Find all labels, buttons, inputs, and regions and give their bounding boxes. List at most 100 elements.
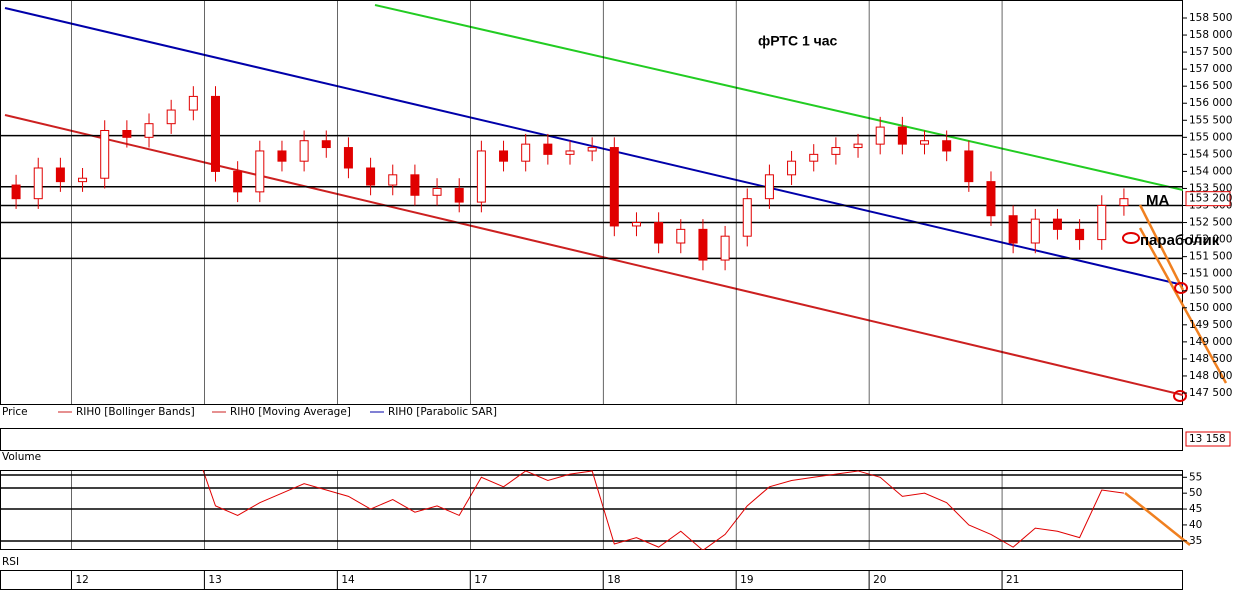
candle-body xyxy=(454,187,464,203)
marker-circle xyxy=(1122,232,1140,244)
y-tick-label: 149 000 xyxy=(1189,336,1232,348)
trend-line xyxy=(4,114,1183,396)
y-tick-label: 148 500 xyxy=(1189,353,1232,365)
y-tick-label: 35 xyxy=(1189,535,1202,547)
candle-body xyxy=(499,150,509,162)
y-tick-label: 151 000 xyxy=(1189,268,1232,280)
forecast-line xyxy=(1138,204,1185,291)
y-tick-label: 156 500 xyxy=(1189,80,1232,92)
candle-body xyxy=(33,167,43,200)
candle-body xyxy=(720,235,730,261)
y-tick-label: 147 500 xyxy=(1189,387,1232,399)
candle-body xyxy=(210,95,220,172)
candle-body xyxy=(55,167,65,183)
candle-body xyxy=(1075,228,1085,241)
candle-body xyxy=(942,140,952,152)
candle-body xyxy=(122,130,132,138)
candle-body xyxy=(654,222,664,244)
pane-label: RSI xyxy=(2,556,19,568)
candle-body xyxy=(831,147,841,155)
y-tick-label: 45 xyxy=(1189,503,1202,515)
candle-body xyxy=(1030,218,1040,244)
y-tick-label: 157 500 xyxy=(1189,46,1232,58)
y-tick-label: 156 000 xyxy=(1189,97,1232,109)
pane-label: Volume xyxy=(2,451,41,463)
y-tick-label: 151 500 xyxy=(1189,251,1232,263)
price-badge xyxy=(1185,191,1231,207)
x-tick-label: 17 xyxy=(474,574,487,586)
y-tick-label: 152 000 xyxy=(1189,234,1232,246)
candle-body xyxy=(255,150,265,193)
volume-badge xyxy=(1185,431,1231,447)
candle-body xyxy=(166,109,176,125)
marker-circle xyxy=(1174,282,1188,294)
legend-item: RIH0 [Bollinger Bands] xyxy=(76,406,195,418)
rsi-line xyxy=(202,470,1124,550)
trend-line xyxy=(4,7,1183,286)
rsi-plot xyxy=(0,470,1183,550)
candle-body xyxy=(698,228,708,261)
candle-body xyxy=(565,150,575,155)
rsi-pane xyxy=(0,470,1183,550)
candle-body xyxy=(986,181,996,217)
y-tick-label: 150 500 xyxy=(1189,285,1232,297)
candle-body xyxy=(875,126,885,145)
y-tick-label: 152 500 xyxy=(1189,217,1232,229)
y-tick-label: 150 000 xyxy=(1189,302,1232,314)
price-badge-label: 153 200 xyxy=(1189,193,1232,205)
candle-body xyxy=(631,222,641,227)
y-tick-label: 40 xyxy=(1189,519,1202,531)
candle-body xyxy=(11,184,21,200)
y-tick-label: 154 500 xyxy=(1189,148,1232,160)
legend-item: RIH0 [Moving Average] xyxy=(230,406,351,418)
candle-body xyxy=(410,174,420,196)
candle-body xyxy=(343,147,353,169)
candle-body xyxy=(764,174,774,200)
annotation: параболик xyxy=(1140,232,1220,249)
candle-body xyxy=(742,198,752,237)
y-tick-label: 55 xyxy=(1189,471,1202,483)
candle-body xyxy=(277,150,287,162)
price-pane xyxy=(0,0,1183,405)
y-tick-label: 158 500 xyxy=(1189,12,1232,24)
y-tick-label: 154 000 xyxy=(1189,165,1232,177)
candle-body xyxy=(476,150,486,203)
y-tick-label: 50 xyxy=(1189,487,1202,499)
y-tick-label: 155 000 xyxy=(1189,131,1232,143)
trend-line xyxy=(374,4,1183,191)
price-plot xyxy=(0,0,1183,405)
candle-body xyxy=(100,130,110,179)
x-tick-label: 13 xyxy=(208,574,221,586)
x-tick-label: 19 xyxy=(740,574,753,586)
candle-body xyxy=(299,140,309,162)
candle-body xyxy=(897,126,907,145)
candle-body xyxy=(144,123,154,138)
legend-item: RIH0 [Parabolic SAR] xyxy=(388,406,497,418)
candle-body xyxy=(809,153,819,162)
candle-body xyxy=(1052,218,1062,230)
chart-title: фРТС 1 час xyxy=(758,33,838,49)
candle-body xyxy=(321,140,331,149)
forecast-line xyxy=(1124,492,1191,546)
candle-body xyxy=(1008,215,1018,244)
candle-body xyxy=(1119,198,1129,207)
annotation: MA xyxy=(1146,192,1169,209)
candle-body xyxy=(78,177,88,183)
x-tick-label: 12 xyxy=(75,574,88,586)
marker-circle xyxy=(1173,390,1187,402)
candle-body xyxy=(787,160,797,176)
forecast-line xyxy=(1138,227,1228,384)
legend-item: Price xyxy=(2,406,28,418)
volume-value: 13 158 xyxy=(1189,433,1226,445)
candle-body xyxy=(366,167,376,186)
candle-body xyxy=(521,143,531,162)
candle-body xyxy=(432,187,442,196)
candle-body xyxy=(964,150,974,183)
y-tick-label: 157 000 xyxy=(1189,63,1232,75)
x-tick-label: 20 xyxy=(873,574,886,586)
candle-body xyxy=(676,228,686,244)
candle-body xyxy=(609,147,619,227)
candle-body xyxy=(388,174,398,186)
x-tick-label: 21 xyxy=(1006,574,1019,586)
